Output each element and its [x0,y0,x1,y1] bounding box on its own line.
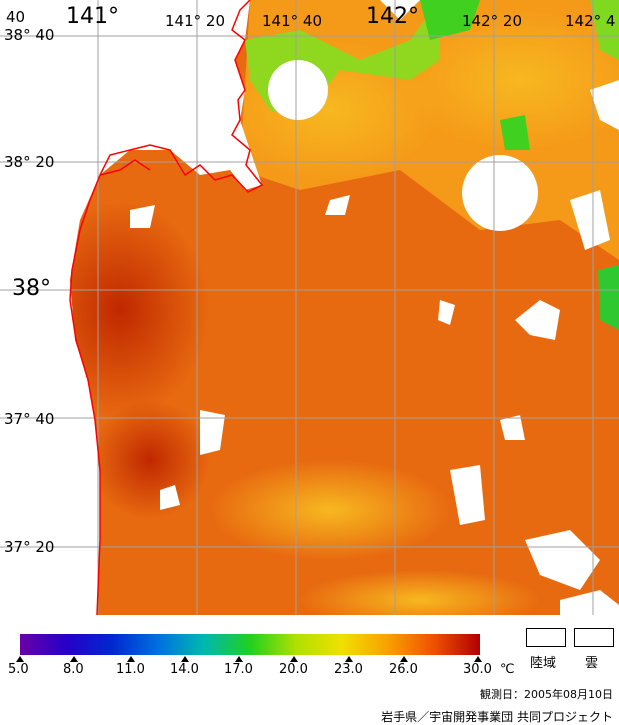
green-patch-4 [598,265,619,330]
cloud-legend-swatch [574,628,614,647]
coastline [69,0,264,616]
scale-label-30: 30.0 [463,662,492,677]
graticule [0,0,619,615]
top-label-142-20: 142° 20 [462,12,522,30]
scale-tick [127,656,135,662]
scale-label-20: 20.0 [279,662,308,677]
scale-label-17: 17.0 [224,662,253,677]
scale-label-14: 14.0 [170,662,199,677]
top-label-141-40: 141° 40 [262,12,322,30]
green-patch-5 [590,0,619,60]
scale-tick [70,656,78,662]
green-patch-2 [420,0,480,40]
top-label-141-20: 141° 20 [165,12,225,30]
scale-unit: ℃ [500,662,515,677]
hot-patch-2 [90,400,210,520]
scale-label-5: 5.0 [8,662,29,677]
temperature-color-scale [20,634,480,655]
top-label-142: 142° [366,4,419,29]
scale-label-23: 23.0 [334,662,363,677]
credit-text: 岩手県／宇宙開発事業団 共同プロジェクト [381,710,613,724]
sea-surface-temperature-map [0,0,619,618]
top-label-40: 40 [6,8,26,26]
cloud-legend-label: 雲 [585,656,599,671]
map-bottom-margin [0,615,619,618]
left-label-38-20: 38° 20 [4,153,55,171]
coastline-bay [99,159,151,176]
left-label-37-40: 37° 40 [4,410,55,428]
scale-tick [16,656,24,662]
top-label-141: 141° [66,4,119,29]
observation-date: 観測日：2005年08月10日 [480,688,613,701]
scale-tick [181,656,189,662]
scale-tick [345,656,353,662]
left-label-37-20: 37° 20 [4,538,55,556]
left-label-38: 38° [12,276,51,301]
scale-label-11: 11.0 [116,662,145,677]
left-label-38-40: 38° 40 [4,26,55,44]
scale-tick [400,656,408,662]
scale-tick [235,656,243,662]
scale-tick [290,656,298,662]
cool-patch-3 [210,460,450,560]
cool-patch-2 [400,10,619,150]
land-legend-label: 陸域 [530,656,557,671]
land-legend-swatch [526,628,566,647]
top-label-142-40: 142° 4 [565,12,616,30]
cloud-areas [130,0,619,615]
scale-label-8: 8.0 [63,662,84,677]
green-patch-3 [500,115,530,150]
scale-tick [474,656,482,662]
scale-label-26: 26.0 [389,662,418,677]
cool-patch-4 [300,570,540,618]
